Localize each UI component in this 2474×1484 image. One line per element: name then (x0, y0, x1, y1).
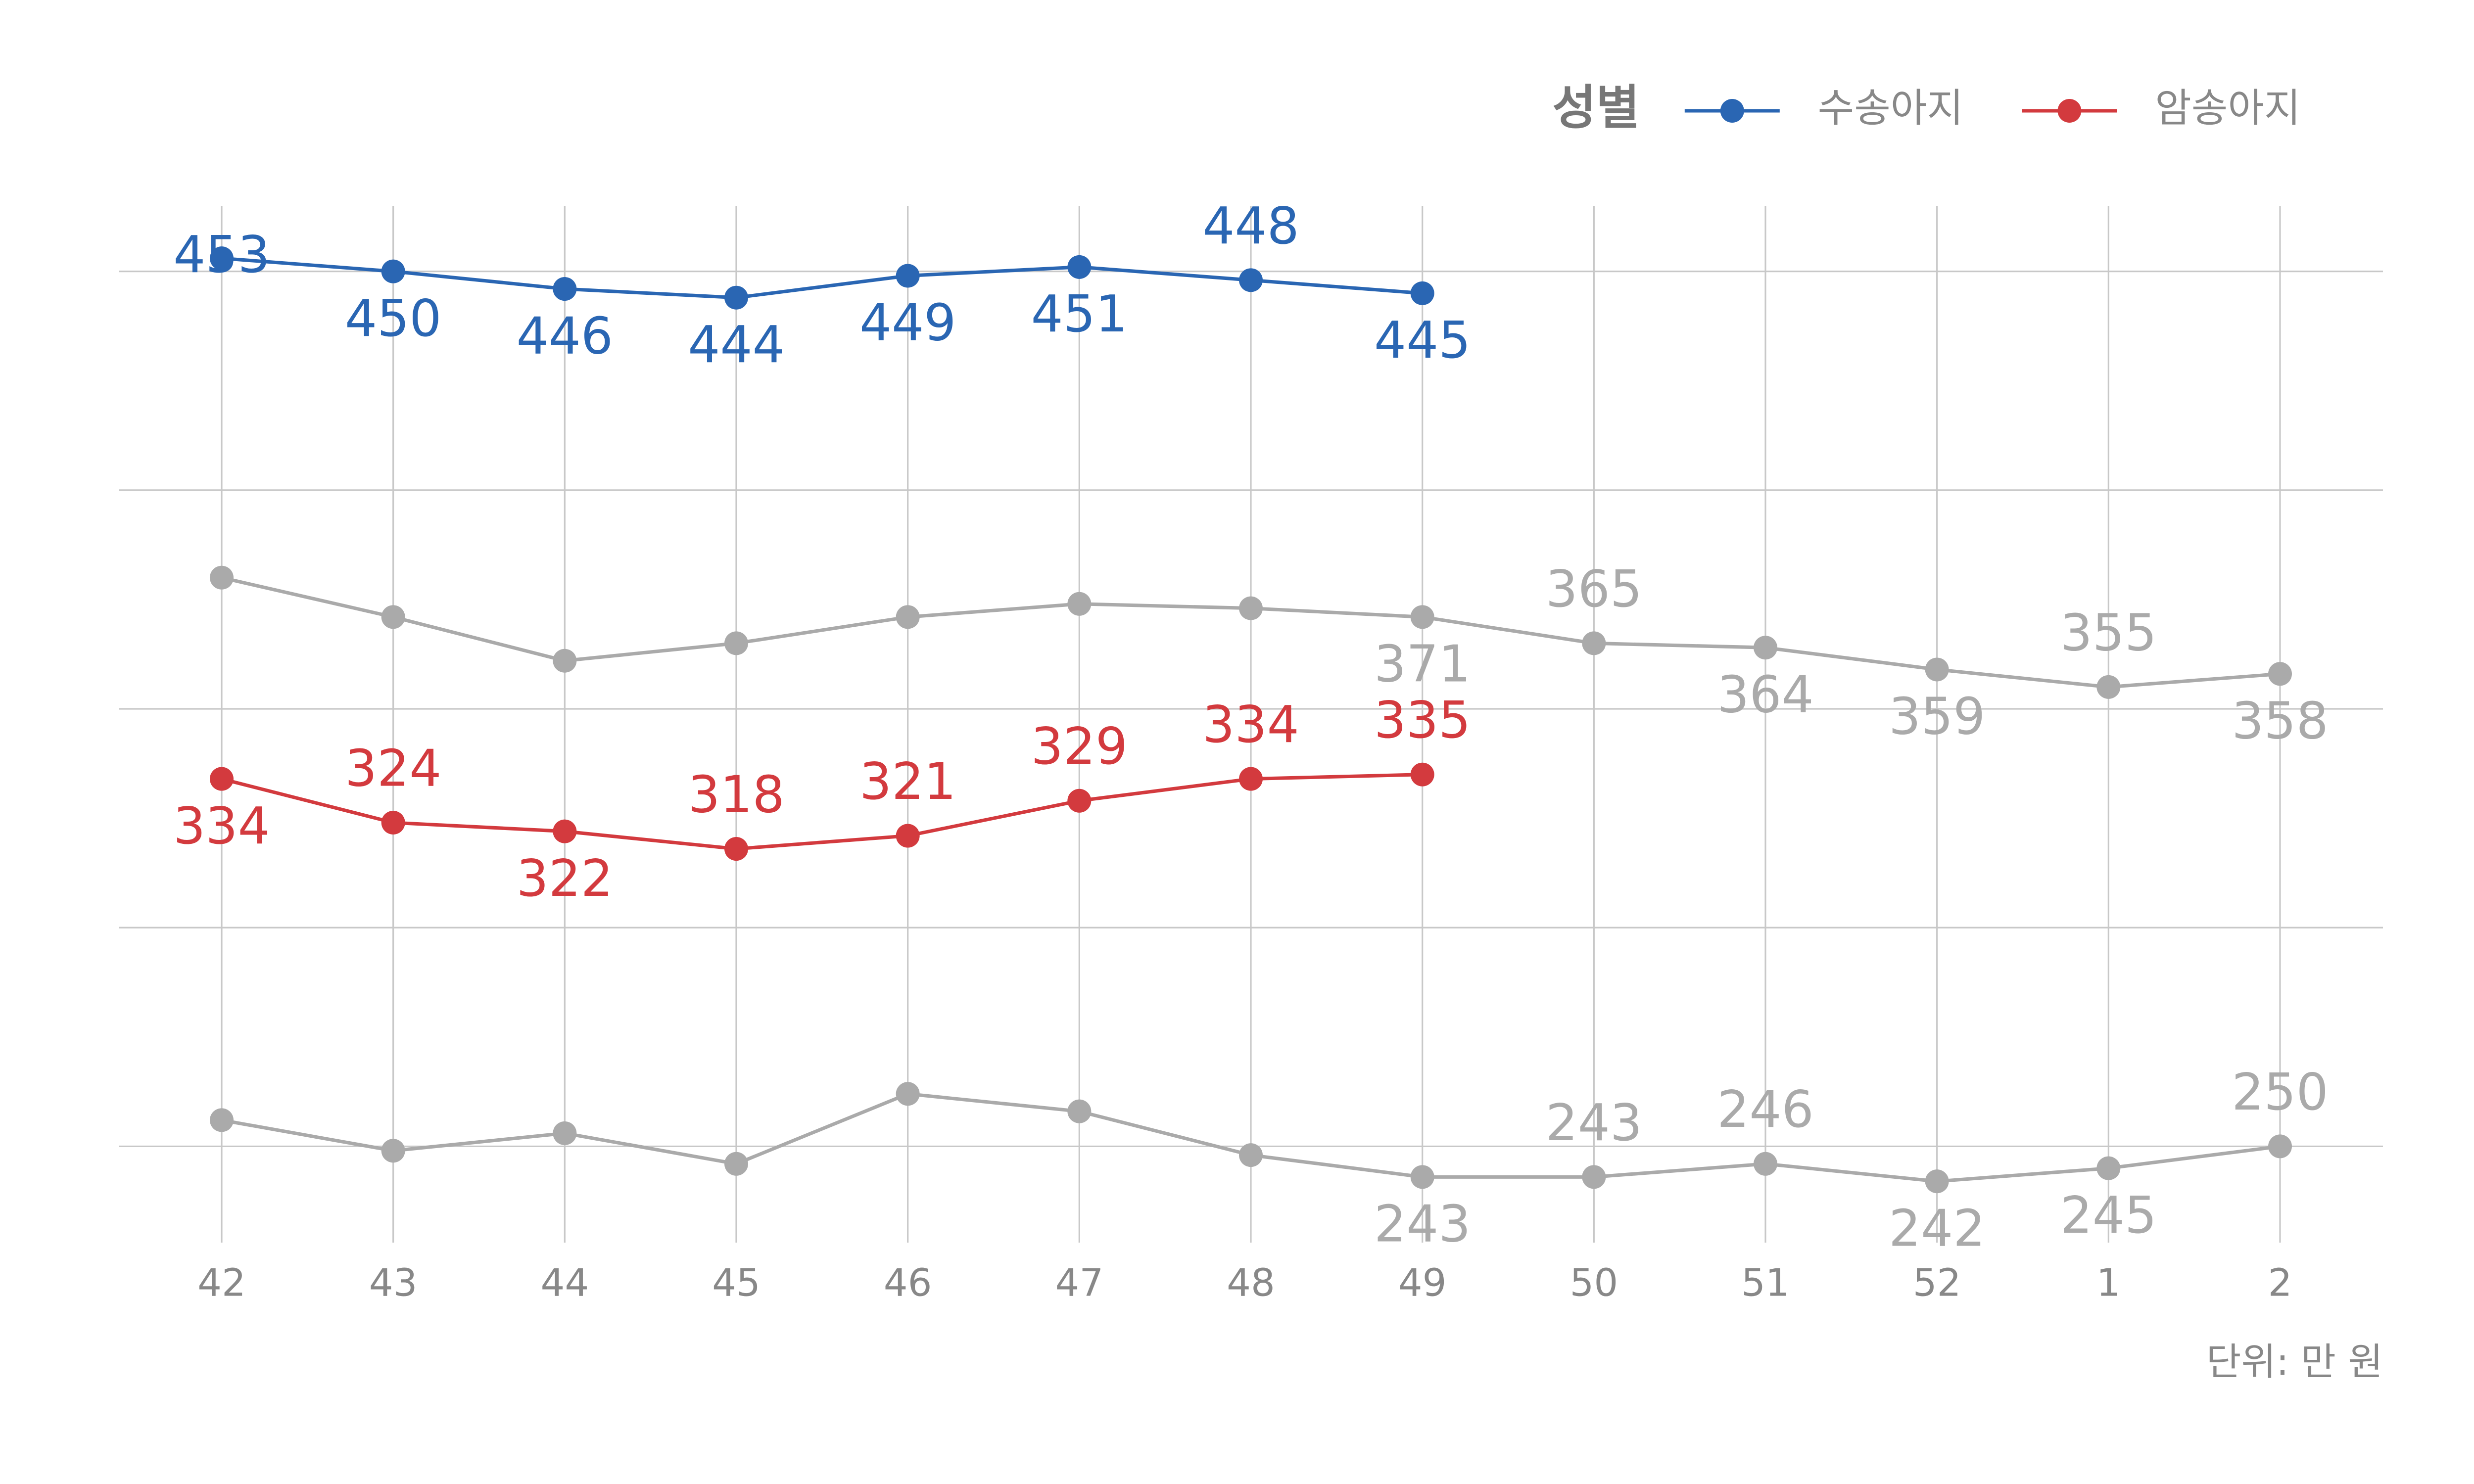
data-point (2096, 1156, 2121, 1180)
x-tick-label: 50 (1570, 1261, 1618, 1305)
data-point (724, 837, 748, 861)
x-tick-label: 48 (1227, 1261, 1275, 1305)
data-point (896, 824, 920, 848)
data-point (1239, 767, 1263, 791)
legend-label: 수송아지 (1818, 85, 1963, 131)
data-label: 322 (517, 849, 613, 908)
data-point (1239, 268, 1263, 292)
data-point (724, 1152, 748, 1176)
data-point (1410, 1165, 1434, 1189)
data-point (210, 246, 234, 271)
series-line (221, 256, 1423, 300)
legend-marker (2057, 99, 2082, 123)
data-point (553, 649, 577, 673)
data-point (381, 605, 405, 629)
data-point (896, 605, 920, 629)
x-tick-label: 44 (540, 1261, 589, 1305)
data-point (210, 565, 234, 590)
data-label: 364 (1717, 665, 1813, 724)
data-point (896, 1082, 920, 1106)
legend-marker (1720, 99, 1744, 123)
data-point (1239, 596, 1263, 620)
data-point (1067, 1099, 1092, 1123)
x-tick-label: 49 (1398, 1261, 1447, 1305)
x-tick-label: 2 (2268, 1261, 2292, 1305)
data-point (1067, 788, 1092, 813)
data-label: 243 (1374, 1195, 1471, 1254)
series-line (221, 773, 1423, 851)
data-point (553, 1121, 577, 1145)
data-point (1582, 1165, 1606, 1189)
data-point (553, 277, 577, 301)
data-point (724, 631, 748, 655)
data-label: 446 (517, 307, 613, 366)
data-label: 335 (1374, 691, 1471, 750)
data-point (381, 810, 405, 835)
data-point (2268, 662, 2292, 686)
data-label: 451 (1031, 285, 1128, 344)
data-point (2096, 675, 2121, 699)
data-point (1067, 255, 1092, 279)
data-point (553, 819, 577, 843)
data-label: 449 (859, 294, 956, 353)
data-point (210, 767, 234, 791)
data-label: 243 (1546, 1094, 1642, 1153)
data-label: 355 (2060, 603, 2157, 662)
x-tick-label: 52 (1913, 1261, 1961, 1305)
x-tick-label: 51 (1741, 1261, 1790, 1305)
x-tick-label: 1 (2096, 1261, 2121, 1305)
data-point (1410, 605, 1434, 629)
data-label: 334 (173, 797, 270, 856)
data-label: 250 (2232, 1063, 2328, 1122)
data-point (210, 1108, 234, 1132)
data-label: 453 (173, 226, 270, 284)
data-point (381, 259, 405, 283)
data-point (724, 285, 748, 310)
data-label: 359 (1889, 688, 1985, 746)
data-label: 448 (1202, 197, 1299, 256)
data-point (1754, 636, 1777, 660)
x-tick-label: 46 (884, 1261, 932, 1305)
data-point (1239, 1143, 1263, 1167)
data-point (1582, 631, 1606, 655)
data-label: 371 (1374, 635, 1471, 694)
data-label: 444 (688, 316, 784, 374)
x-tick-label: 47 (1055, 1261, 1103, 1305)
data-label: 445 (1374, 311, 1471, 370)
data-label: 334 (1202, 696, 1299, 754)
x-tick-label: 43 (369, 1261, 418, 1305)
data-point (1410, 281, 1434, 305)
data-point (1925, 1169, 1949, 1194)
data-point (2268, 1134, 2292, 1159)
data-label: 242 (1889, 1199, 1985, 1258)
data-label: 365 (1546, 560, 1642, 619)
data-point (1410, 762, 1434, 787)
data-label: 450 (345, 289, 441, 348)
data-label: 358 (2232, 692, 2328, 751)
unit-note: 단위: 만 원 (2206, 1340, 2383, 1384)
data-point (1754, 1152, 1777, 1176)
data-point (381, 1139, 405, 1163)
legend-title: 성별 (1552, 80, 1640, 135)
data-label: 245 (2060, 1186, 2157, 1245)
x-tick-label: 45 (712, 1261, 761, 1305)
data-label: 246 (1717, 1080, 1813, 1139)
x-tick-label: 42 (197, 1261, 246, 1305)
data-point (1067, 592, 1092, 616)
data-label: 324 (345, 739, 441, 798)
data-point (1925, 657, 1949, 682)
data-label: 318 (688, 765, 784, 824)
legend-label: 암송아지 (2155, 85, 2300, 131)
data-label: 321 (859, 752, 956, 811)
data-point (896, 264, 920, 288)
data-label: 329 (1031, 717, 1128, 776)
